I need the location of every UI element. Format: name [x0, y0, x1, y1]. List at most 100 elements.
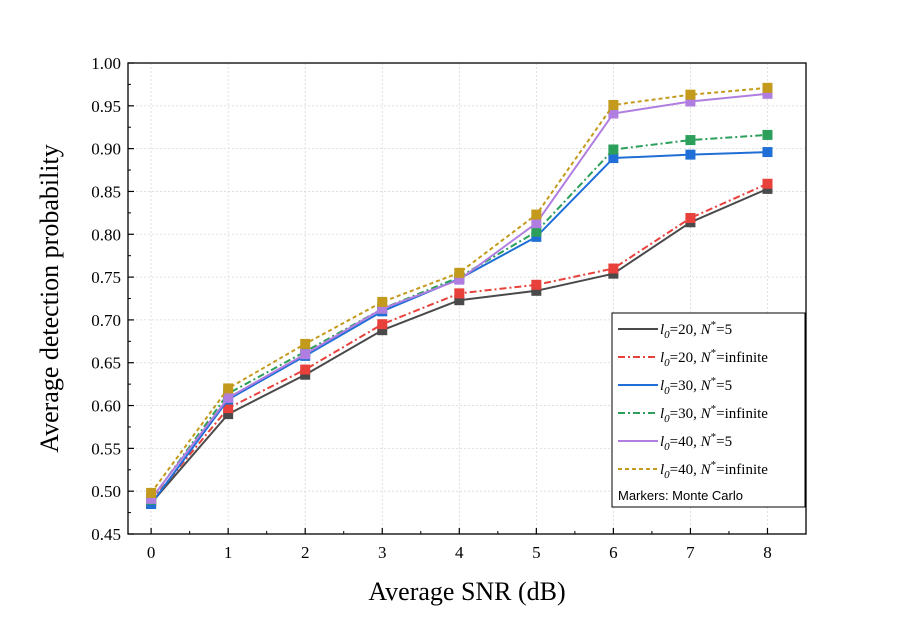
axis-ticks: 0.45 0.50 0.55 0.60 0.65 0.70 0.75 0.80 0.85 0.90… [91, 54, 771, 562]
data-point-marker [762, 178, 773, 189]
legend-label: l0=40, N*=5 [660, 431, 732, 453]
data-point-marker [300, 349, 311, 360]
data-point-marker [608, 263, 619, 274]
data-point-marker [377, 319, 388, 330]
legend-label-part: * [711, 403, 717, 415]
legend-label-part: N [700, 322, 712, 338]
legend-label-part: * [711, 319, 717, 331]
y-tick-label: 0.65 [91, 354, 121, 373]
series-6 [146, 82, 773, 498]
legend-label-part: l [660, 378, 664, 394]
legend-label-part: N [700, 462, 712, 478]
legend-label-part: =infinite [716, 406, 768, 422]
legend-label: l0=40, N*=infinite [660, 459, 768, 481]
legend-label-part: =30, [670, 406, 701, 422]
series-layer [146, 82, 773, 510]
legend-label-part: l [660, 406, 664, 422]
legend-item: l0=40, N*=infinite [618, 459, 768, 481]
data-point-marker [531, 279, 542, 290]
y-tick-label: 0.85 [91, 182, 121, 201]
x-tick-label: 0 [147, 543, 156, 562]
data-point-marker [377, 325, 388, 336]
legend-item: l0=30, N*=5 [618, 375, 732, 397]
legend-label: l0=30, N*=infinite [660, 403, 768, 425]
data-point-marker [685, 135, 696, 146]
legend-label-part: 0 [664, 441, 670, 453]
data-point-marker [531, 218, 542, 229]
x-tick-label: 3 [378, 543, 387, 562]
y-tick-label: 0.45 [91, 525, 121, 544]
data-point-marker [377, 296, 388, 307]
data-point-marker [608, 99, 619, 110]
legend-label-part: l [660, 322, 664, 338]
legend-label-part: 0 [664, 413, 670, 425]
legend-label-part: l [660, 350, 664, 366]
data-point-marker [608, 108, 619, 119]
y-tick-label: 0.75 [91, 268, 121, 287]
y-axis-title: Average detection probability [35, 144, 64, 453]
legend-label-part: 0 [664, 357, 670, 369]
data-point-marker [685, 149, 696, 160]
legend-label: l0=30, N*=5 [660, 375, 732, 397]
y-tick-label: 0.70 [91, 311, 121, 330]
legend-label-part: * [711, 347, 717, 359]
legend-label-part: * [711, 459, 717, 471]
data-point-marker [454, 295, 465, 306]
y-tick-label: 0.95 [91, 97, 121, 116]
data-point-marker [146, 493, 157, 504]
x-tick-label: 6 [609, 543, 618, 562]
data-point-marker [685, 96, 696, 107]
data-point-marker [223, 392, 234, 403]
y-tick-label: 0.80 [91, 225, 121, 244]
series-5 [146, 88, 773, 504]
data-point-marker [300, 369, 311, 380]
data-point-marker [685, 213, 696, 224]
legend-item: l0=40, N*=5 [618, 431, 732, 453]
data-point-marker [531, 231, 542, 242]
legend-label-part: * [711, 431, 717, 443]
y-tick-label: 1.00 [91, 54, 121, 73]
data-point-marker [531, 226, 542, 237]
x-tick-label: 4 [455, 543, 464, 562]
x-tick-label: 2 [301, 543, 310, 562]
legend-label-part: N [700, 378, 712, 394]
legend-label-part: =40, [670, 462, 701, 478]
legend-label-part: * [711, 375, 717, 387]
x-axis-title: Average SNR (dB) [368, 577, 565, 606]
legend-label-part: =20, [670, 322, 701, 338]
legend-label-part: =5 [716, 322, 732, 338]
legend-label-part: N [700, 406, 712, 422]
y-tick-label: 0.55 [91, 439, 121, 458]
data-point-marker [454, 267, 465, 278]
series-2 [146, 178, 773, 507]
legend-label-part: =5 [716, 434, 732, 450]
data-point-marker [685, 89, 696, 100]
legend-label-part: l [660, 462, 664, 478]
data-point-marker [377, 303, 388, 314]
data-point-marker [531, 285, 542, 296]
data-point-marker [762, 129, 773, 140]
legend-label-part: =5 [716, 378, 732, 394]
legend-label-part: l [660, 434, 664, 450]
legend-label: l0=20, N*=5 [660, 319, 732, 341]
legend-label-part: N [700, 350, 712, 366]
legend-label-part: =infinite [716, 462, 768, 478]
x-tick-label: 7 [686, 543, 695, 562]
data-point-marker [223, 383, 234, 394]
data-point-marker [300, 364, 311, 375]
legend-item: l0=20, N*=5 [618, 319, 732, 341]
data-point-marker [608, 144, 619, 155]
legend-label-part: 0 [664, 329, 670, 341]
legend-box [611, 312, 806, 508]
data-point-marker [223, 409, 234, 420]
legend-label: l0=20, N*=infinite [660, 347, 768, 369]
x-tick-label: 8 [763, 543, 772, 562]
data-point-marker [454, 274, 465, 285]
x-tick-label: 5 [532, 543, 541, 562]
legend-label-part: 0 [664, 469, 670, 481]
legend-note: Markers: Monte Carlo [618, 488, 743, 503]
data-point-marker [146, 487, 157, 498]
legend-label-part: N [700, 434, 712, 450]
data-point-marker [608, 153, 619, 164]
